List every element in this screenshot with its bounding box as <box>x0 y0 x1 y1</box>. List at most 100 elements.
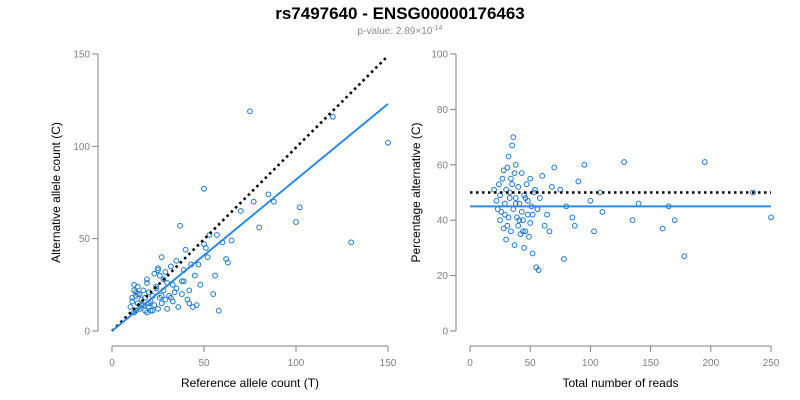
data-point <box>512 195 519 201</box>
y-tick-label: 80 <box>437 105 449 116</box>
data-point <box>575 178 582 185</box>
data-point <box>515 184 522 190</box>
data-point <box>521 245 528 251</box>
x-tick-label: 50 <box>525 358 537 369</box>
data-point <box>167 294 174 301</box>
fit-line <box>111 103 389 332</box>
data-point <box>204 254 211 261</box>
y-axis-title: Percentage alternative (C) <box>409 122 423 262</box>
data-point <box>529 211 536 218</box>
p-value-text: p-value: 2.89×10 <box>357 26 433 37</box>
data-point <box>151 270 158 277</box>
data-point <box>202 245 209 251</box>
data-point <box>659 225 666 232</box>
data-point <box>511 242 518 249</box>
data-point <box>520 217 526 224</box>
data-point <box>516 217 523 224</box>
data-point <box>551 164 558 171</box>
y-tick-label: 60 <box>437 160 449 171</box>
data-point <box>571 222 578 229</box>
data-point <box>348 239 355 246</box>
data-point <box>195 261 202 268</box>
data-point <box>527 220 534 226</box>
data-points <box>127 108 391 316</box>
data-point <box>498 208 505 215</box>
data-point <box>503 236 510 243</box>
data-point <box>156 272 163 279</box>
data-point <box>215 307 222 314</box>
data-point <box>212 272 218 279</box>
data-point <box>681 253 688 260</box>
x-tick-label: 0 <box>109 358 115 369</box>
data-point <box>523 181 530 188</box>
data-point <box>509 142 516 149</box>
data-point <box>750 189 756 196</box>
data-point <box>502 200 508 207</box>
data-point <box>179 291 185 297</box>
data-point <box>186 287 193 294</box>
y-tick-label: 20 <box>437 271 449 282</box>
data-point <box>701 159 708 165</box>
data-point <box>541 222 548 229</box>
data-point <box>142 307 149 314</box>
data-point <box>534 206 541 213</box>
data-point <box>167 263 174 270</box>
data-point <box>500 225 507 232</box>
data-point <box>149 307 156 314</box>
data-point <box>508 228 514 235</box>
data-point <box>155 305 161 312</box>
data-point <box>629 217 636 224</box>
data-point <box>293 219 299 225</box>
data-point <box>155 267 161 273</box>
data-point <box>237 208 244 214</box>
data-point <box>265 191 272 198</box>
data-point <box>495 181 502 188</box>
data-point <box>173 285 180 292</box>
data-point <box>500 167 507 174</box>
data-point <box>160 276 167 283</box>
data-point <box>499 175 506 182</box>
data-point <box>509 181 516 188</box>
reference-line <box>111 54 389 332</box>
data-point <box>223 256 229 262</box>
data-point <box>512 161 519 168</box>
data-point <box>144 276 150 283</box>
data-point <box>599 208 606 215</box>
data-point <box>493 197 500 204</box>
data-point <box>505 214 512 221</box>
data-point <box>156 294 163 301</box>
data-point <box>179 278 185 285</box>
data-point <box>228 237 235 244</box>
right-scatter-panel: 0 50 100 150 200 250 0 20 40 60 80 100 Total number … <box>409 50 780 391</box>
data-point <box>296 204 303 211</box>
data-point <box>173 257 180 264</box>
data-point <box>526 233 532 240</box>
y-tick-label: 0 <box>442 327 448 338</box>
data-point <box>510 206 517 213</box>
y-tick-label: 100 <box>431 50 448 61</box>
data-point <box>621 159 628 165</box>
data-point <box>508 175 514 182</box>
data-point <box>587 197 594 204</box>
data-point <box>197 281 204 288</box>
data-point <box>155 265 161 272</box>
y-tick-label: 150 <box>73 50 90 61</box>
data-point <box>591 228 597 235</box>
x-tick-label: 50 <box>198 358 210 369</box>
data-point <box>561 256 567 262</box>
data-point <box>256 224 263 231</box>
data-point <box>497 217 504 224</box>
x-tick-label: 0 <box>467 358 473 369</box>
data-point <box>635 200 642 207</box>
y-axis-title: Alternative allele count (C) <box>49 122 63 263</box>
data-point <box>522 195 529 201</box>
x-tick-label: 100 <box>288 358 305 369</box>
data-point <box>151 302 158 309</box>
data-point <box>127 304 134 310</box>
data-point <box>166 293 172 299</box>
data-point <box>177 222 183 229</box>
data-point <box>506 195 513 201</box>
data-point <box>510 134 517 141</box>
p-value-subtitle: p-value: 2.89×10-14 <box>0 25 800 37</box>
x-axis-title: Reference allele count (T) <box>181 376 319 390</box>
